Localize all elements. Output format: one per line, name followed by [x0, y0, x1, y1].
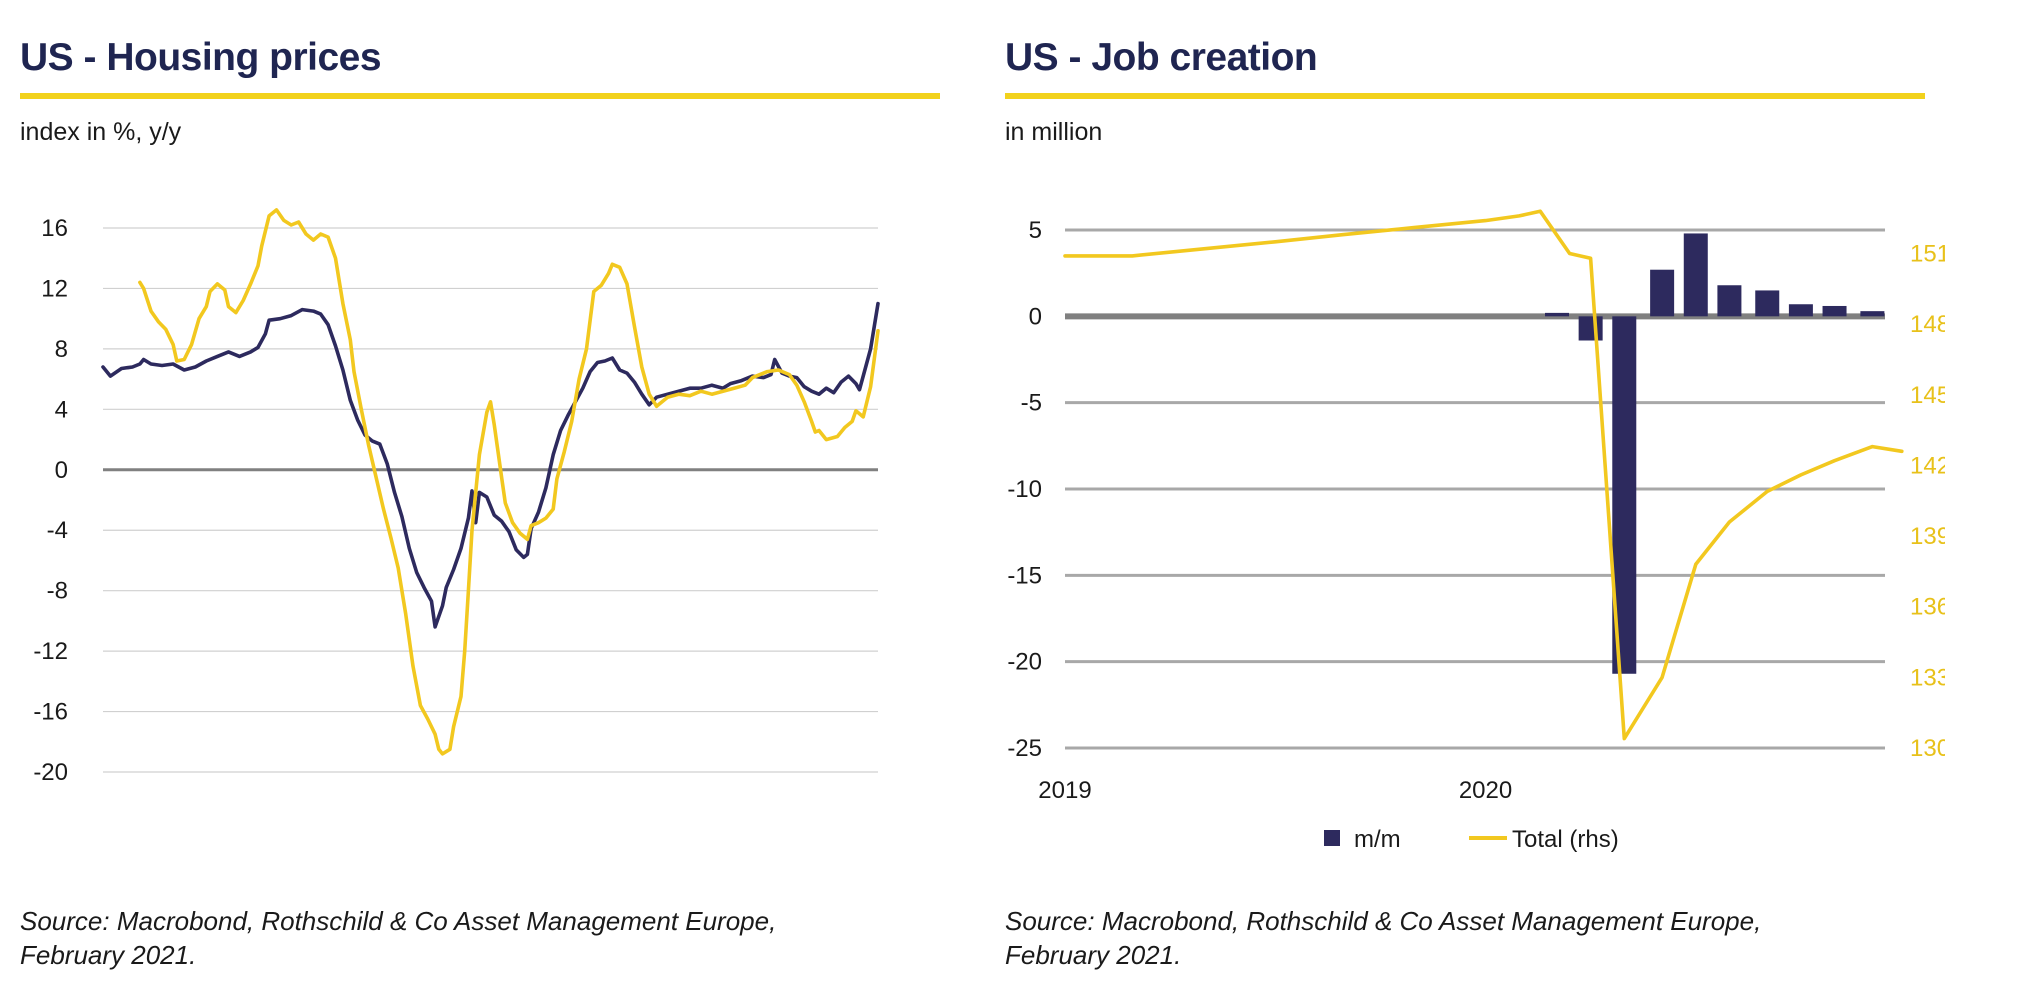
y2-tick-label: 142 — [1910, 452, 1945, 479]
bar — [1860, 311, 1885, 317]
job-creation-chart: 5 0 -5 -10 -15 -20 -25 151 148 145 142 139 136 133 130… — [1007, 209, 1945, 853]
x-tick-label: 2004 — [224, 799, 277, 800]
y-tick-label: -16 — [33, 699, 68, 726]
y-tick-label: 0 — [55, 457, 68, 484]
job-creation-panel: US - Job creation in million 5 0 -5 -10 -15 -… — [985, 0, 1945, 987]
bar — [1755, 290, 1780, 317]
bar — [1578, 316, 1603, 341]
title-underline — [20, 93, 940, 99]
title-underline — [1005, 93, 1925, 99]
series-line-yellow — [138, 208, 880, 756]
y-tick-label: -20 — [33, 759, 68, 786]
series-line-total — [1063, 209, 1904, 741]
x-tick-label: 2020 — [814, 799, 867, 800]
page-title: US - Job creation — [1005, 36, 1318, 79]
x-tick-label: 2019 — [1038, 777, 1091, 804]
housing-prices-panel: US - Housing prices index in %, y/y 16 12… — [0, 0, 960, 987]
source-note: Source: Macrobond, Rothschild & Co Asset… — [20, 904, 960, 972]
source-line-1: Source: Macrobond, Rothschild & Co Asset… — [20, 906, 777, 936]
y2-tick-label: 148 — [1910, 311, 1945, 338]
y2-tick-label: 136 — [1910, 594, 1945, 621]
y2-tick-label: 133 — [1910, 664, 1945, 691]
legend-label-bars: m/m — [1354, 826, 1401, 853]
source-note: Source: Macrobond, Rothschild & Co Asset… — [1005, 904, 1945, 972]
y2-tick-label: 145 — [1910, 382, 1945, 409]
y-tick-label: 12 — [41, 275, 68, 302]
y-tick-label: 8 — [55, 336, 68, 363]
bar — [1650, 269, 1675, 317]
y-tick-label: -10 — [1007, 476, 1042, 503]
x-tick-label: 2016 — [667, 799, 720, 800]
y2-tick-label: 151 — [1910, 241, 1945, 268]
chart-subtitle: index in %, y/y — [20, 118, 182, 146]
y-tick-label: -25 — [1007, 735, 1042, 762]
y-tick-label: 0 — [1029, 303, 1042, 330]
housing-prices-chart: 16 12 8 4 0 -4 -8 -12 -16 -20 2000 2004 2008 2012 2016… — [33, 208, 880, 800]
chart-subtitle: in million — [1005, 118, 1103, 146]
legend-label-line: Total (rhs) — [1512, 826, 1619, 853]
x-tick-label: 2012 — [519, 799, 572, 800]
y-tick-label: -4 — [47, 517, 68, 544]
y-tick-label: -15 — [1007, 562, 1042, 589]
bar — [1717, 285, 1742, 317]
source-line-2: February 2021. — [1005, 940, 1182, 970]
bar — [1788, 304, 1813, 317]
x-tick-label: 2020 — [1459, 777, 1512, 804]
y-tick-label: 4 — [55, 396, 68, 423]
y-tick-label: -5 — [1021, 390, 1042, 417]
y-tick-label: -12 — [33, 638, 68, 665]
x-tick-label: 2000 — [76, 799, 129, 800]
series-line-navy — [101, 301, 880, 629]
page-title: US - Housing prices — [20, 36, 382, 79]
bar — [1683, 233, 1708, 317]
legend-swatch-bars — [1324, 830, 1340, 846]
source-line-1: Source: Macrobond, Rothschild & Co Asset… — [1005, 906, 1762, 936]
bar — [1822, 305, 1847, 317]
source-line-2: February 2021. — [20, 940, 197, 970]
y-tick-label: -20 — [1007, 649, 1042, 676]
y2-tick-label: 130 — [1910, 735, 1945, 762]
x-tick-label: 2008 — [372, 799, 425, 800]
y-tick-label: 5 — [1029, 217, 1042, 244]
y-tick-label: 16 — [41, 215, 68, 242]
y2-tick-label: 139 — [1910, 523, 1945, 550]
bar — [1545, 312, 1569, 317]
y-tick-label: -8 — [47, 578, 68, 605]
